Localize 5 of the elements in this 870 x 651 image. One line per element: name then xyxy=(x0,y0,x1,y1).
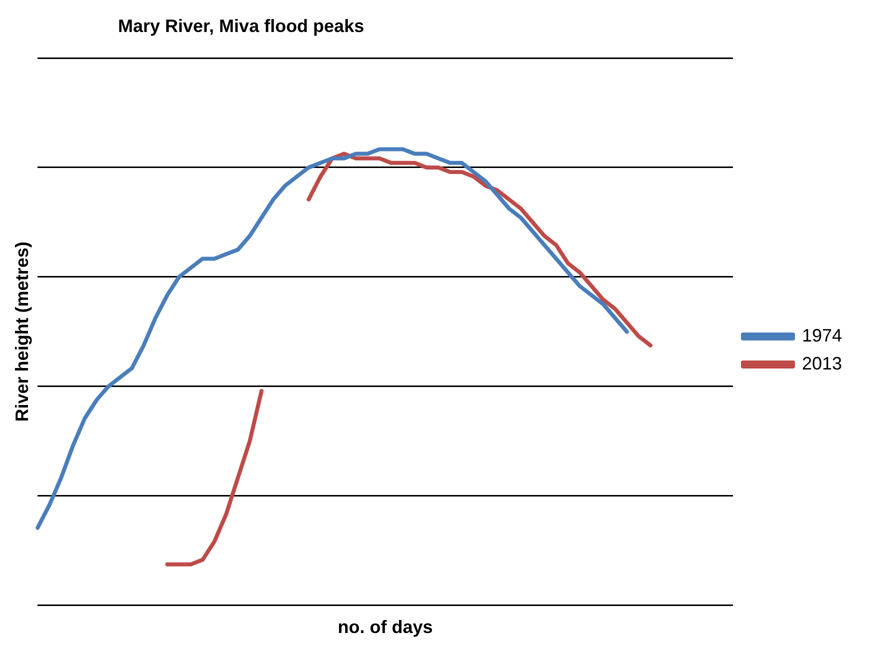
legend-label: 1974 xyxy=(802,325,842,346)
chart-title: Mary River, Miva flood peaks xyxy=(118,16,364,37)
legend-label: 2013 xyxy=(802,353,842,374)
x-axis-title: no. of days xyxy=(338,617,433,638)
y-axis-title: River height (metres) xyxy=(12,242,32,422)
